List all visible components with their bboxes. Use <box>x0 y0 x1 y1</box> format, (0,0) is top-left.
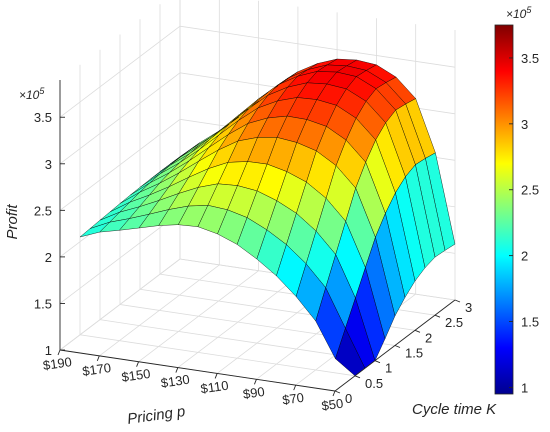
colorbar-tick-label: 2 <box>521 249 528 264</box>
grid-line-y <box>99 49 376 362</box>
y-tick-mark <box>434 314 441 318</box>
y-tick-mark <box>454 299 461 303</box>
x-tick-label: $150 <box>121 366 152 385</box>
z-tick-label: 3 <box>45 157 52 172</box>
surface-plot <box>79 58 456 377</box>
y-tick-label: 3 <box>465 300 472 315</box>
z-tick-label: 2 <box>45 250 52 265</box>
colorbar: 1 1.5 2 2.5 3 3.5 <box>494 24 539 395</box>
z-tick-label: 1 <box>45 343 52 358</box>
axes <box>57 80 461 397</box>
x-axis-label: Pricing p <box>126 403 186 428</box>
grid-line-y <box>119 34 396 346</box>
x-tick-label: $190 <box>42 354 73 373</box>
colorbar-ticks: 1 1.5 2 2.5 3 3.5 <box>509 51 539 395</box>
x-tick-mark <box>57 349 61 356</box>
y-tick-mark <box>394 345 401 348</box>
z-tick-label: 2.5 <box>34 203 52 218</box>
x-tick-label: $90 <box>242 384 266 402</box>
y-tick-mark <box>414 329 421 333</box>
z-exponent-label: ×105 <box>19 86 45 102</box>
colorbar-tick-label: 1 <box>521 380 528 395</box>
x-tick-mark <box>254 379 257 385</box>
x-tick-mark <box>175 367 179 373</box>
x-tick-mark <box>96 355 100 362</box>
x-tick-mark <box>214 373 218 379</box>
y-tick-mark <box>374 360 381 364</box>
y-tick-mark <box>354 375 361 379</box>
x-tick-mark <box>332 390 336 397</box>
surface-patch <box>79 222 110 238</box>
grid-line-y <box>79 64 356 377</box>
tick-labels: $190 $170 $150 $130 $110 $90 $70 $50 00.511.522.… <box>34 110 472 413</box>
z-tick-label: 3.5 <box>34 110 52 125</box>
x-tick-label: $110 <box>200 378 230 397</box>
colorbar-gradient <box>494 24 514 395</box>
x-tick-label: $130 <box>160 372 191 391</box>
y-tick-label: 1.5 <box>405 346 423 361</box>
y-tick-label: 2.5 <box>445 315 463 330</box>
x-tick-mark <box>293 384 297 391</box>
x-tick-label: $70 <box>281 390 305 408</box>
z-tick-label: 1.5 <box>34 296 52 311</box>
colorbar-tick-label: 1.5 <box>521 315 539 330</box>
x-tick-mark <box>136 361 139 367</box>
x-tick-label: $170 <box>81 360 112 379</box>
colorbar-tick-label: 2.5 <box>521 183 539 198</box>
y-tick-label: 2 <box>425 330 432 345</box>
colorbar-tick-label: 3.5 <box>521 51 539 66</box>
x-tick-label: $50 <box>321 396 345 414</box>
x-axis-line <box>59 349 336 392</box>
y-tick-mark <box>334 390 341 394</box>
y-tick-label: 0.5 <box>365 376 383 391</box>
colorbar-exponent-label: ×105 <box>506 5 532 21</box>
y-tick-label: 0 <box>345 391 352 406</box>
y-tick-label: 1 <box>385 361 392 376</box>
colorbar-tick-label: 3 <box>521 117 528 132</box>
y-axis-label: Cycle time K <box>412 401 497 418</box>
z-axis-label: Profit <box>4 204 21 240</box>
